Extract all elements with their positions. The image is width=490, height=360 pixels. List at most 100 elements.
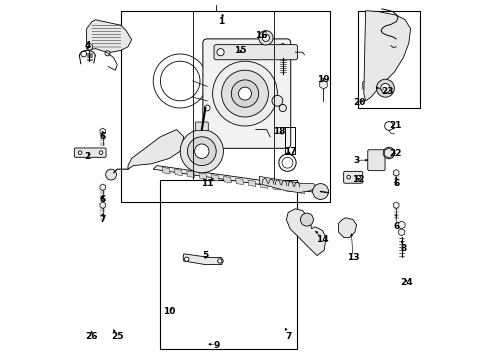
Polygon shape xyxy=(211,175,219,181)
Text: 26: 26 xyxy=(85,332,98,341)
Polygon shape xyxy=(393,170,399,176)
Circle shape xyxy=(300,213,314,226)
Text: 6: 6 xyxy=(99,132,106,141)
Polygon shape xyxy=(100,184,106,190)
Text: 15: 15 xyxy=(234,46,247,55)
Text: 11: 11 xyxy=(201,179,214,188)
Polygon shape xyxy=(320,80,327,89)
Polygon shape xyxy=(297,187,305,194)
Circle shape xyxy=(259,31,273,45)
Text: 6: 6 xyxy=(99,195,106,204)
Polygon shape xyxy=(280,50,286,58)
Text: 10: 10 xyxy=(163,307,175,316)
Text: 24: 24 xyxy=(401,278,413,287)
Circle shape xyxy=(218,259,222,263)
FancyBboxPatch shape xyxy=(368,150,385,171)
Circle shape xyxy=(195,144,209,158)
Circle shape xyxy=(347,175,350,179)
FancyBboxPatch shape xyxy=(363,81,376,89)
Text: 5: 5 xyxy=(202,251,209,260)
Circle shape xyxy=(153,54,207,108)
Text: 6: 6 xyxy=(393,222,399,231)
Circle shape xyxy=(279,104,286,112)
Text: 19: 19 xyxy=(317,76,330,85)
Polygon shape xyxy=(272,184,280,190)
Polygon shape xyxy=(364,11,411,101)
Polygon shape xyxy=(236,178,244,185)
Text: 18: 18 xyxy=(273,127,286,136)
Polygon shape xyxy=(187,171,195,177)
Circle shape xyxy=(385,122,393,130)
Polygon shape xyxy=(100,202,106,208)
Polygon shape xyxy=(286,209,326,256)
Circle shape xyxy=(272,95,283,106)
Text: 23: 23 xyxy=(381,87,393,96)
Text: 13: 13 xyxy=(347,253,359,262)
Bar xyxy=(285,127,294,154)
Text: 17: 17 xyxy=(284,147,296,156)
Polygon shape xyxy=(280,43,286,50)
FancyBboxPatch shape xyxy=(214,45,297,60)
Circle shape xyxy=(231,80,259,107)
Circle shape xyxy=(160,61,200,101)
Text: 21: 21 xyxy=(389,122,402,130)
Circle shape xyxy=(106,169,117,180)
Text: 12: 12 xyxy=(352,175,365,184)
Circle shape xyxy=(204,105,210,111)
Circle shape xyxy=(105,51,110,56)
Circle shape xyxy=(187,137,216,166)
Bar xyxy=(358,11,419,108)
FancyBboxPatch shape xyxy=(74,148,106,157)
Polygon shape xyxy=(183,254,223,265)
FancyBboxPatch shape xyxy=(196,122,208,131)
Text: 8: 8 xyxy=(400,244,407,253)
Text: 3: 3 xyxy=(353,156,360,165)
Polygon shape xyxy=(398,229,405,236)
Circle shape xyxy=(180,130,223,173)
Polygon shape xyxy=(260,182,268,188)
Polygon shape xyxy=(174,169,182,176)
Text: 1: 1 xyxy=(219,17,225,26)
Polygon shape xyxy=(393,202,399,208)
Polygon shape xyxy=(259,176,317,193)
Circle shape xyxy=(383,147,395,159)
Circle shape xyxy=(78,151,82,154)
Circle shape xyxy=(185,257,189,261)
Circle shape xyxy=(239,87,251,100)
Text: 22: 22 xyxy=(389,149,402,158)
Polygon shape xyxy=(339,218,357,238)
Polygon shape xyxy=(223,176,231,183)
Circle shape xyxy=(313,184,328,199)
Circle shape xyxy=(217,49,224,56)
FancyBboxPatch shape xyxy=(343,171,363,183)
Polygon shape xyxy=(162,167,170,174)
Circle shape xyxy=(381,84,390,93)
Polygon shape xyxy=(86,43,93,50)
Circle shape xyxy=(357,175,361,179)
Polygon shape xyxy=(385,148,393,158)
Text: 20: 20 xyxy=(353,98,366,107)
Circle shape xyxy=(99,151,103,154)
Polygon shape xyxy=(199,173,207,179)
Circle shape xyxy=(365,84,368,87)
Polygon shape xyxy=(398,221,405,229)
Bar xyxy=(160,180,297,349)
Polygon shape xyxy=(248,180,256,186)
Text: 14: 14 xyxy=(316,235,329,244)
Polygon shape xyxy=(100,128,106,135)
Polygon shape xyxy=(153,166,322,193)
Text: 16: 16 xyxy=(255,31,268,40)
Polygon shape xyxy=(87,20,132,52)
Circle shape xyxy=(81,51,87,57)
Circle shape xyxy=(376,79,394,97)
Text: 7: 7 xyxy=(285,332,292,341)
FancyBboxPatch shape xyxy=(203,39,291,148)
Text: 2: 2 xyxy=(84,152,91,161)
Polygon shape xyxy=(128,130,184,169)
Circle shape xyxy=(213,61,277,126)
Text: 4: 4 xyxy=(84,40,91,49)
Text: 6: 6 xyxy=(393,179,399,188)
Text: 9: 9 xyxy=(213,341,220,350)
Circle shape xyxy=(387,37,395,46)
Text: 25: 25 xyxy=(111,332,123,341)
